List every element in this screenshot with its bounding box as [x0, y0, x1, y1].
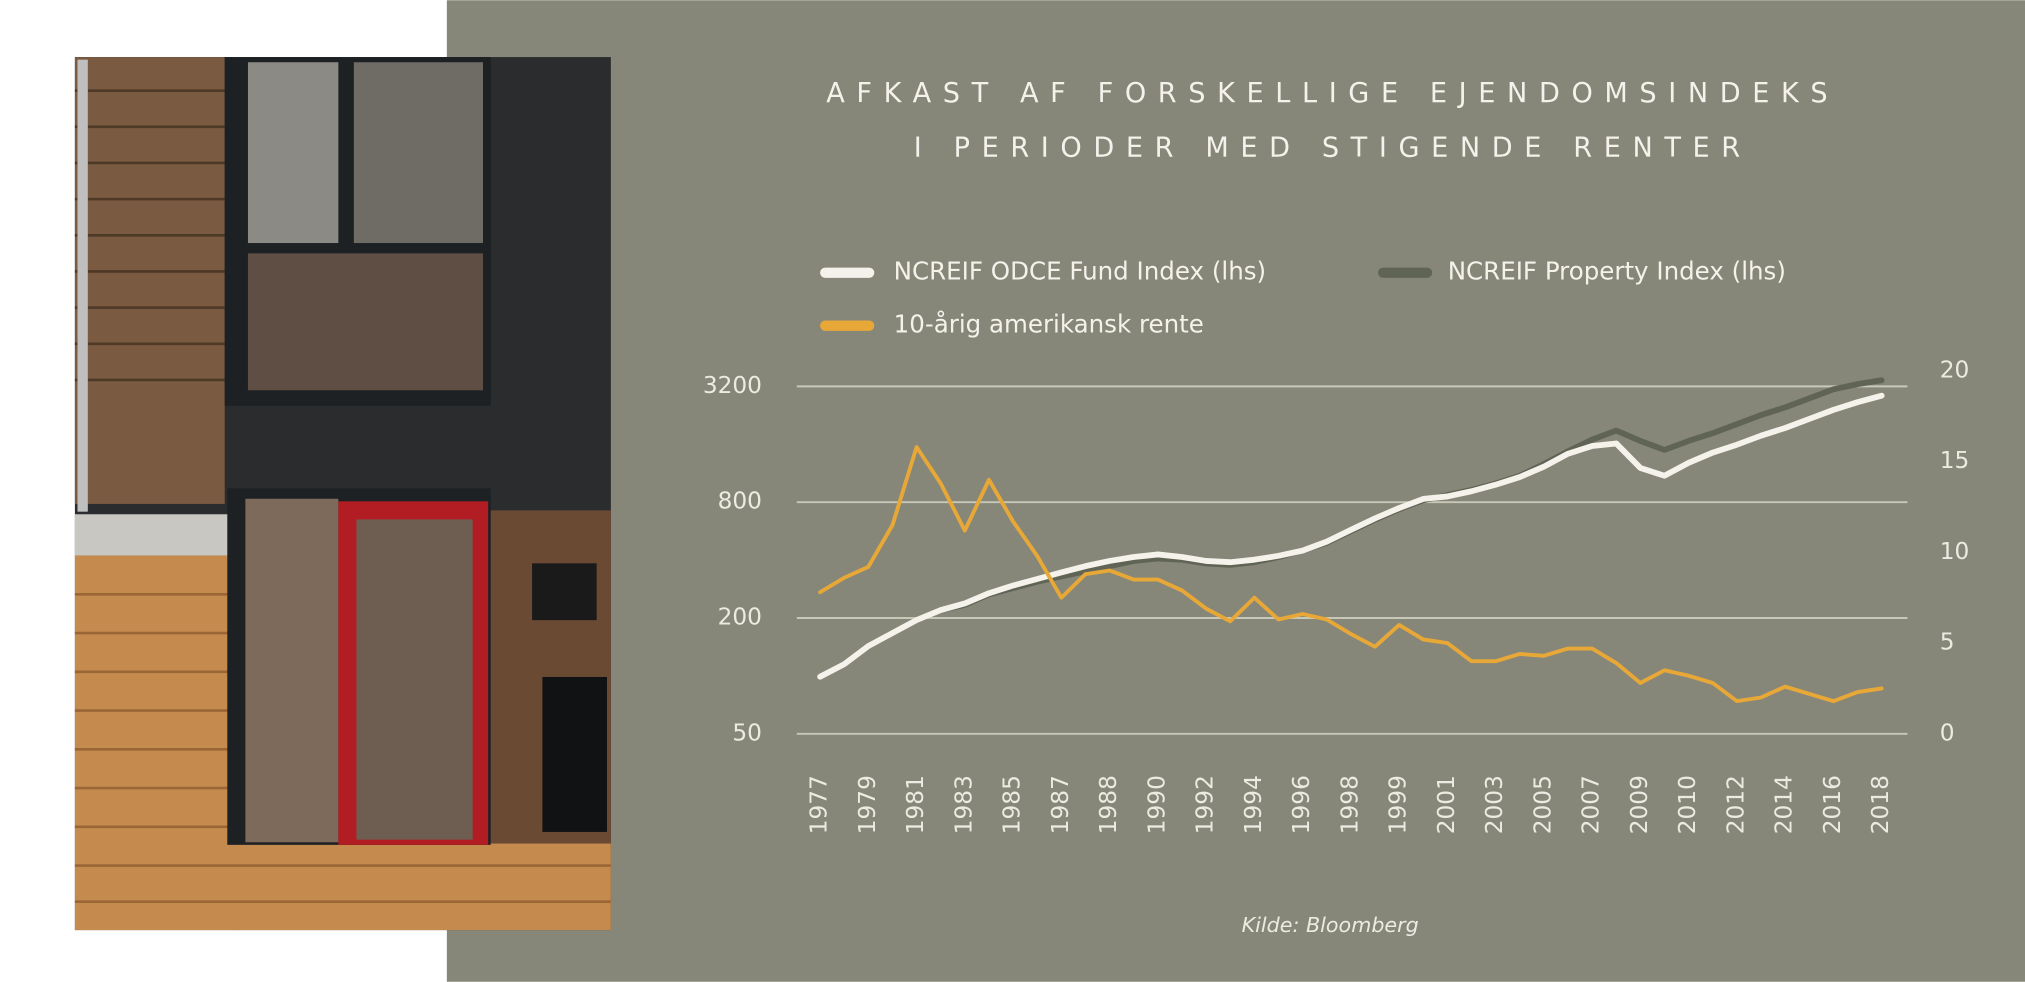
y-tick-label: 800 [718, 488, 762, 515]
fence-seams [74, 593, 611, 903]
x-tick-label: 1987 [1047, 775, 1074, 834]
data-line [818, 445, 1884, 704]
y-tick-label: 3200 [703, 372, 762, 399]
railing [74, 514, 238, 556]
y2-tick-label: 0 [1940, 719, 1955, 746]
data-line [817, 392, 1885, 680]
x-tick-label: 1998 [1336, 775, 1363, 834]
x-tick-label: 2016 [1819, 775, 1846, 834]
chart-panel [446, 0, 2025, 982]
wood-fence [74, 555, 238, 931]
x-tick-label: 2012 [1722, 775, 1749, 834]
x-tick-label: 1988 [1095, 775, 1122, 834]
x-tick-label: 1990 [1143, 775, 1170, 834]
window-pane [353, 62, 484, 244]
x-tick-label: 2005 [1529, 775, 1556, 834]
chart-title: AFKAST AF FORSKELLIGE EJENDOMSINDEKS [826, 78, 1839, 109]
wood-cladding [74, 57, 225, 504]
mailbox [532, 563, 597, 621]
legend-label: NCREIF ODCE Fund Index (lhs) [894, 257, 1266, 286]
x-tick-label: 1977 [806, 775, 833, 834]
x-tick-label: 1996 [1288, 775, 1315, 834]
x-tick-label: 2009 [1626, 775, 1653, 834]
x-tick-label: 1981 [902, 775, 929, 834]
legend-label: NCREIF Property Index (lhs) [1448, 257, 1786, 286]
y2-tick-label: 10 [1940, 538, 1970, 565]
y-tick-label: 200 [718, 603, 762, 630]
legend-label: 10-årig amerikansk rente [894, 310, 1204, 339]
x-tick-label: 2007 [1578, 775, 1605, 834]
x-tick-label: 1979 [854, 775, 881, 834]
chart-title: I PERIODER MED STIGENDE RENTER [914, 132, 1752, 163]
wood-fence [232, 842, 611, 931]
door-glass [245, 498, 339, 843]
y-tick-label: 50 [732, 719, 762, 746]
x-tick-label: 2003 [1481, 775, 1508, 834]
x-tick-label: 2018 [1867, 775, 1894, 834]
drainpipe [77, 59, 88, 512]
x-tick-label: 2014 [1771, 775, 1798, 834]
x-tick-label: 2001 [1433, 775, 1460, 834]
source-note: Kilde: Bloomberg [1242, 913, 1419, 937]
window-pane [247, 253, 484, 391]
x-tick-label: 1992 [1192, 775, 1219, 834]
x-tick-label: 1999 [1385, 775, 1412, 834]
y2-tick-label: 15 [1940, 447, 1970, 474]
x-tick-label: 1985 [999, 775, 1026, 834]
window-pane [247, 62, 339, 244]
x-tick-label: 1994 [1240, 775, 1267, 834]
plot-area: 50 200 800 3200 0 5 10 15 20 1977 1979 1981 1983 1985… [703, 356, 1970, 834]
x-tick-label: 2010 [1674, 775, 1701, 834]
wood-seams [74, 89, 225, 382]
y2-tick-label: 20 [1940, 356, 1970, 383]
red-door-glass [356, 519, 473, 840]
y2-tick-label: 5 [1940, 629, 1955, 656]
photo [74, 57, 611, 931]
x-tick-label: 1983 [950, 775, 977, 834]
wall-opening [542, 676, 607, 832]
